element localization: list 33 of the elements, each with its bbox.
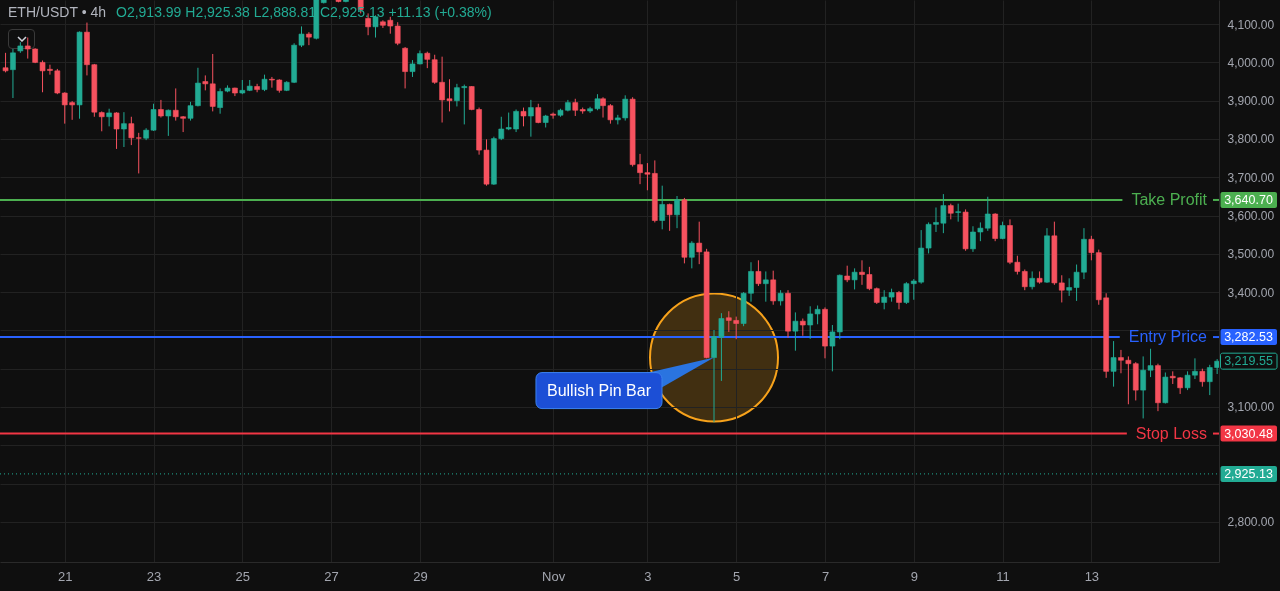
- annotation: 3,219.55: [1224, 354, 1273, 369]
- text: 3,282.53: [1224, 330, 1273, 345]
- x-tick-label: 9: [910, 568, 918, 584]
- x-tick-label: 3: [644, 568, 652, 584]
- y-tick-label: 3,600.00: [1227, 209, 1275, 224]
- ref-line-label: Take Profit: [1131, 190, 1208, 208]
- ref-line-label: Entry Price: [1128, 328, 1208, 346]
- x-tick-label: 21: [58, 568, 73, 584]
- x-tick-label: Nov: [542, 568, 566, 584]
- x-tick-label: 13: [1084, 568, 1100, 584]
- y-tick-label: 3,400.00: [1227, 285, 1275, 300]
- y-tick-label: 3,100.00: [1227, 400, 1275, 415]
- x-tick-label: 5: [733, 568, 741, 584]
- x-tick-label: 23: [146, 568, 162, 584]
- chart-title: ETH/USDT • 4h: [8, 4, 106, 20]
- y-tick-label: 3,900.00: [1227, 94, 1275, 109]
- y-tick-label: 3,500.00: [1227, 247, 1275, 262]
- text: 2,925.13: [1224, 466, 1273, 481]
- ref-line-label: Stop Loss: [1135, 424, 1207, 442]
- text: 3,030.48: [1224, 426, 1273, 441]
- y-tick-label: 4,100.00: [1227, 17, 1275, 32]
- x-tick-label: 29: [413, 568, 428, 584]
- y-tick-label: 3,700.00: [1227, 170, 1275, 185]
- x-tick-label: 27: [324, 568, 339, 584]
- text: 3,640.70: [1224, 192, 1273, 207]
- chart-subtitle: O2,913.99 H2,925.38 L2,888.81 C2,925.13 +11.13 (+0.38%): [116, 4, 492, 20]
- y-tick-label: 3,800.00: [1227, 132, 1275, 147]
- y-tick-label: 2,800.00: [1227, 515, 1275, 530]
- x-tick-label: 7: [821, 568, 830, 584]
- x-tick-label: 25: [235, 568, 251, 584]
- y-tick-label: 4,000.00: [1227, 55, 1275, 70]
- x-tick-label: 11: [996, 568, 1010, 584]
- annotation: Bullish Pin Bar: [546, 382, 652, 400]
